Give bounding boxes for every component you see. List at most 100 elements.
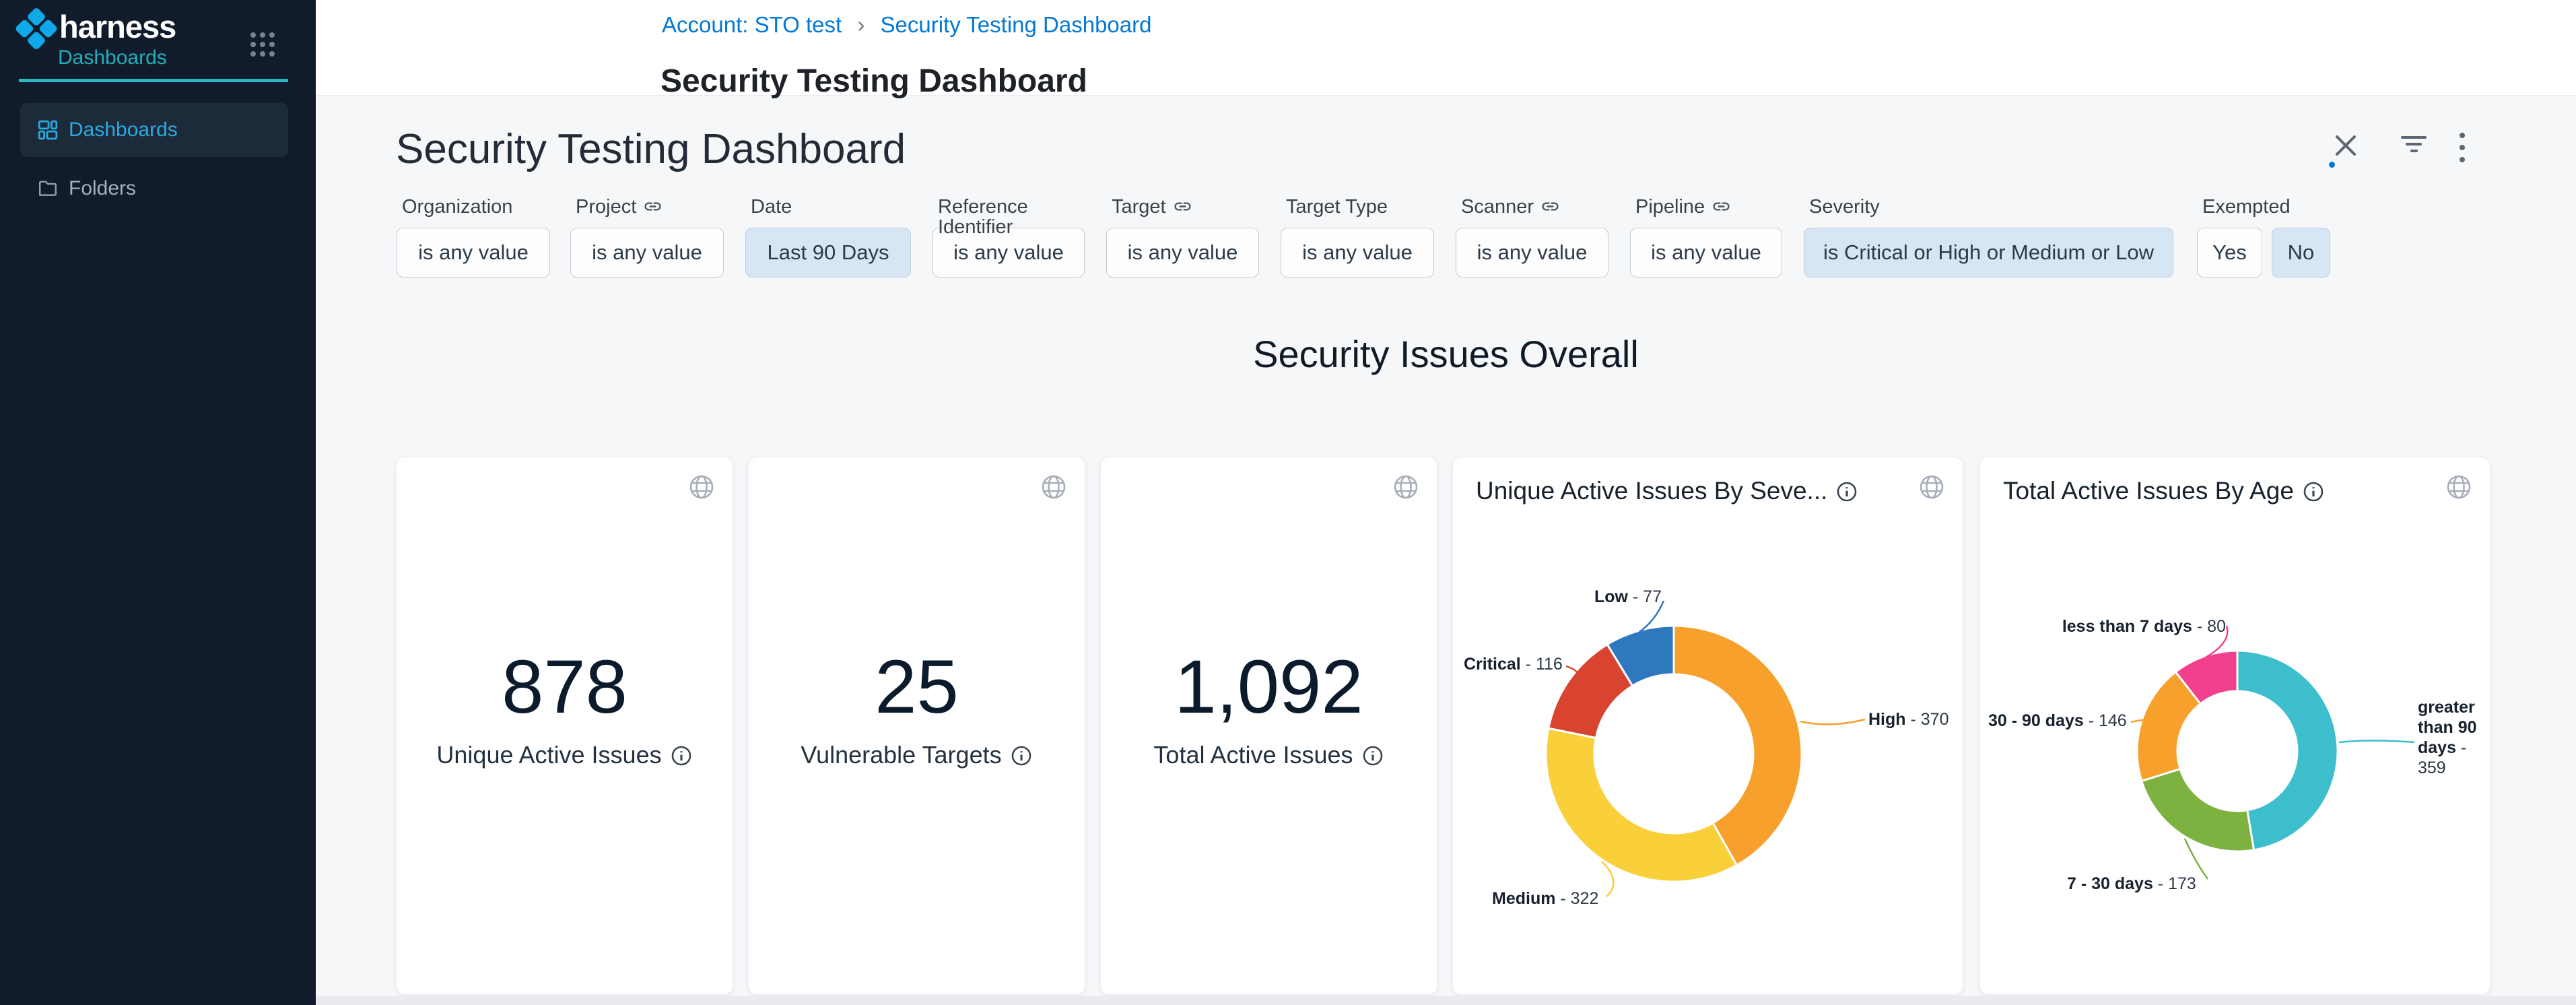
section-title: Security Issues Overall — [1253, 333, 1639, 375]
info-icon[interactable] — [670, 744, 693, 767]
filter-label: Target — [1106, 197, 1259, 228]
donut-callout-label: greater than 90 days - 359 — [2418, 698, 2477, 777]
sidebar-item-folders[interactable]: Folders — [20, 162, 288, 216]
filter-severity: Severity is Critical or High or Medium o… — [1804, 197, 2173, 278]
filter-date: Date Last 90 Days — [745, 197, 911, 278]
filter-reference-identifier: Reference Identifier is any value — [933, 197, 1085, 278]
info-icon[interactable] — [1010, 744, 1033, 767]
stat-card-unique-active-issues: 878 Unique Active Issues — [396, 457, 733, 995]
globe-icon[interactable] — [1392, 474, 1419, 500]
globe-icon[interactable] — [1918, 474, 1945, 500]
link-icon — [1542, 202, 1559, 211]
exempted-no-button[interactable]: No — [2272, 228, 2330, 278]
severity-donut-chart[interactable] — [1453, 457, 1964, 996]
exempted-yes-button[interactable]: Yes — [2197, 228, 2262, 278]
breadcrumb: Account: STO test › Security Testing Das… — [662, 12, 1151, 38]
stat-label: Total Active Issues — [1101, 743, 1437, 767]
donut-callout-label: less than 7 days - 80 — [2062, 617, 2226, 636]
sidebar-item-dashboards[interactable]: Dashboards — [20, 103, 288, 157]
filter-chip-target-type[interactable]: is any value — [1281, 228, 1434, 278]
filter-chip-date[interactable]: Last 90 Days — [745, 228, 911, 278]
stat-value: 878 — [502, 645, 628, 729]
notification-dot — [2329, 162, 2335, 168]
donut-slice-low[interactable] — [1606, 624, 1675, 688]
donut-callout-label: Medium - 322 — [1492, 889, 1599, 908]
filter-icon[interactable] — [2401, 136, 2427, 156]
filter-exempted: Exempted Yes No — [2197, 197, 2345, 278]
filter-label: Date — [751, 196, 792, 218]
donut-slice-7---30-days[interactable] — [2140, 767, 2256, 853]
donut-callout-line — [2205, 625, 2229, 659]
donut-callout-line — [1565, 665, 1579, 684]
chart-title: Total Active Issues By Age — [2003, 476, 2325, 506]
app-switcher-icon[interactable] — [250, 32, 276, 58]
stat-value: 1,092 — [1174, 645, 1363, 729]
donut-callout-line — [1639, 600, 1665, 633]
filter-chip-severity[interactable]: is Critical or High or Medium or Low — [1804, 228, 2173, 278]
breadcrumb-separator: › — [857, 12, 865, 37]
link-icon — [1713, 202, 1730, 211]
donut-callout-line — [2130, 719, 2144, 723]
donut-slice-less-than-7-days[interactable] — [2174, 649, 2239, 705]
filter-chip-project[interactable]: is any value — [570, 228, 724, 278]
donut-callout-label: 7 - 30 days - 173 — [2067, 874, 2196, 893]
filter-scanner: Scanner is any value — [1456, 197, 1608, 278]
sidebar-divider — [19, 79, 288, 82]
dashboard-grid-icon — [38, 120, 58, 140]
horizontal-scrollbar[interactable] — [316, 996, 2576, 1005]
chart-title: Unique Active Issues By Seve... — [1476, 476, 1858, 506]
age-donut-chart[interactable] — [1980, 457, 2491, 996]
donut-callout-label: High - 370 — [1868, 710, 1949, 729]
filter-target-type: Target Type is any value — [1281, 197, 1434, 278]
link-icon — [1174, 202, 1191, 211]
donut-callout-label: Low - 77 — [1594, 587, 1662, 606]
globe-icon[interactable] — [1040, 474, 1067, 500]
info-icon[interactable] — [1835, 480, 1858, 503]
filter-label: Reference Identifier — [938, 196, 1028, 238]
donut-callout-line — [2338, 740, 2415, 744]
sidebar: harness Dashboards Dashboards Folders — [0, 0, 316, 1005]
globe-icon[interactable] — [688, 474, 715, 500]
breadcrumb-dashboard-link[interactable]: Security Testing Dashboard — [880, 12, 1152, 37]
brand-name: harness — [59, 9, 176, 44]
chart-card-total-active-issues-by-age: Total Active Issues By Age greater than … — [1979, 457, 2490, 995]
filter-chip-target[interactable]: is any value — [1106, 228, 1259, 278]
filter-pipeline: Pipeline is any value — [1630, 197, 1782, 278]
filter-chip-pipeline[interactable]: is any value — [1630, 228, 1782, 278]
sidebar-item-label: Dashboards — [69, 119, 178, 141]
brand-product-label: Dashboards — [58, 46, 167, 69]
harness-logo-icon[interactable] — [13, 7, 59, 53]
folder-icon — [38, 179, 58, 199]
more-menu-icon[interactable] — [2459, 133, 2466, 162]
filter-chip-scanner[interactable]: is any value — [1456, 228, 1608, 278]
donut-callout-line — [1601, 861, 1615, 897]
page-title: Security Testing Dashboard — [660, 63, 1087, 100]
top-bar: Account: STO test › Security Testing Das… — [316, 0, 2576, 99]
globe-icon[interactable] — [2445, 474, 2472, 500]
breadcrumb-account-link[interactable]: Account: STO test — [662, 12, 842, 37]
donut-slice-greater-than-90-days[interactable] — [2236, 649, 2339, 851]
donut-callout-line — [1800, 718, 1866, 725]
filter-label: Organization — [402, 196, 513, 218]
filter-chip-organization[interactable]: is any value — [397, 228, 550, 278]
sidebar-item-label: Folders — [69, 177, 137, 199]
info-icon[interactable] — [2302, 480, 2325, 503]
filter-label: Target Type — [1286, 196, 1388, 218]
filter-label: Pipeline — [1630, 197, 1782, 228]
filter-label: Scanner — [1456, 197, 1608, 228]
donut-slice-high[interactable] — [1672, 624, 1803, 867]
filter-organization: Organization is any value — [397, 197, 550, 278]
info-icon[interactable] — [1361, 744, 1384, 767]
stat-label: Unique Active Issues — [397, 743, 733, 767]
filter-chip-reference-identifier[interactable]: is any value — [933, 228, 1085, 278]
dashboard-title: Security Testing Dashboard — [396, 126, 906, 172]
donut-callout-line — [2183, 838, 2209, 880]
chart-card-unique-active-issues-by-severity: Unique Active Issues By Seve... High - 3… — [1452, 457, 1963, 995]
stat-card-vulnerable-targets: 25 Vulnerable Targets — [748, 457, 1085, 995]
donut-callout-label: Critical - 116 — [1464, 655, 1563, 674]
donut-slice-medium[interactable] — [1545, 727, 1738, 883]
filter-label: Severity — [1809, 196, 1880, 218]
link-icon — [644, 202, 661, 211]
close-icon[interactable] — [2334, 133, 2358, 158]
